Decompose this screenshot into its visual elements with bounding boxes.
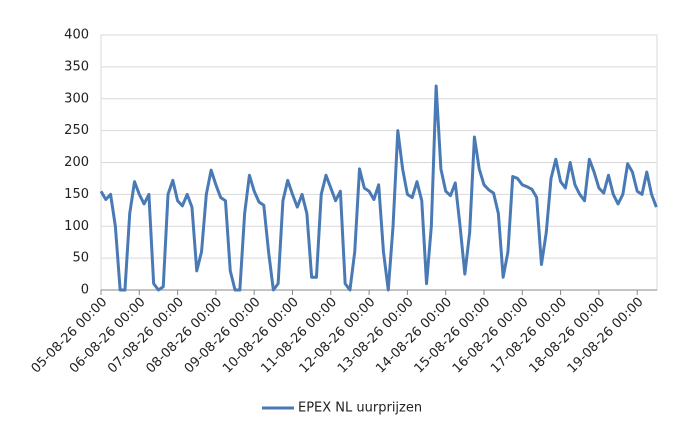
y-tick-label: 250 (64, 123, 89, 138)
legend-label: EPEX NL uurprijzen (298, 401, 422, 416)
y-tick-label: 350 (64, 59, 89, 74)
y-tick-label: 300 (64, 91, 89, 106)
y-tick-label: 200 (64, 155, 89, 170)
y-tick-label: 0 (81, 283, 89, 298)
y-tick-label: 50 (72, 251, 89, 266)
y-tick-label: 150 (64, 187, 89, 202)
y-tick-label: 100 (64, 219, 89, 234)
line-series (99, 84, 658, 292)
y-tick-label: 400 (64, 28, 89, 43)
